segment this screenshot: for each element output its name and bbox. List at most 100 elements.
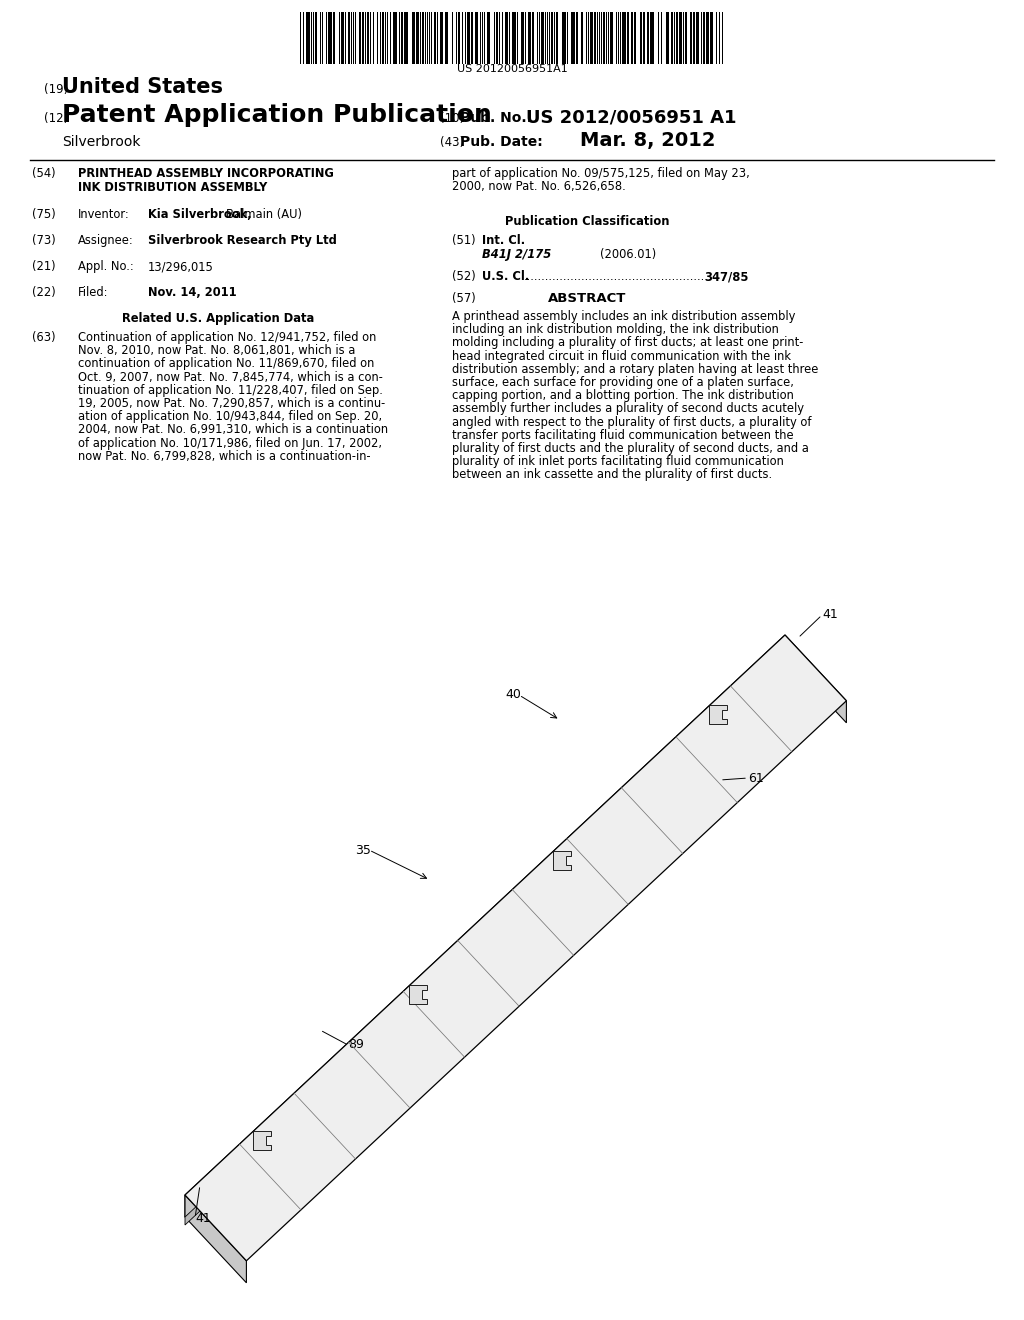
Text: ABSTRACT: ABSTRACT <box>548 292 627 305</box>
Bar <box>505 12 508 63</box>
Bar <box>467 12 470 63</box>
Text: Publication Classification: Publication Classification <box>505 215 670 228</box>
Bar <box>348 12 350 63</box>
Bar <box>622 12 626 63</box>
Bar <box>685 12 687 63</box>
Text: (12): (12) <box>44 112 69 125</box>
Bar <box>562 12 566 63</box>
Bar <box>359 12 361 63</box>
Bar <box>333 12 335 63</box>
Text: (54): (54) <box>32 168 55 180</box>
Text: 13/296,015: 13/296,015 <box>148 260 214 273</box>
Bar <box>440 12 443 63</box>
Bar <box>487 12 490 63</box>
Polygon shape <box>253 1131 271 1150</box>
Bar <box>532 12 534 63</box>
Text: Filed:: Filed: <box>78 286 109 300</box>
Text: 40: 40 <box>505 689 521 701</box>
Bar <box>416 12 419 63</box>
Text: 35: 35 <box>355 843 371 857</box>
Text: (57): (57) <box>452 292 476 305</box>
Text: Patent Application Publication: Patent Application Publication <box>62 103 492 127</box>
Text: angled with respect to the plurality of first ducts, a plurality of: angled with respect to the plurality of … <box>452 416 811 429</box>
Text: PRINTHEAD ASSEMBLY INCORPORATING: PRINTHEAD ASSEMBLY INCORPORATING <box>78 168 334 180</box>
Text: 41: 41 <box>195 1212 211 1225</box>
Text: distribution assembly; and a rotary platen having at least three: distribution assembly; and a rotary plat… <box>452 363 818 376</box>
Bar <box>590 12 593 63</box>
Text: (10): (10) <box>440 112 464 125</box>
Text: Assignee:: Assignee: <box>78 234 134 247</box>
Bar <box>696 12 699 63</box>
Bar <box>341 12 344 63</box>
Bar <box>445 12 449 63</box>
Text: Nov. 8, 2010, now Pat. No. 8,061,801, which is a: Nov. 8, 2010, now Pat. No. 8,061,801, wh… <box>78 345 355 358</box>
Text: Continuation of application No. 12/941,752, filed on: Continuation of application No. 12/941,7… <box>78 331 377 345</box>
Bar <box>512 12 516 63</box>
Text: Int. Cl.: Int. Cl. <box>482 234 525 247</box>
Text: transfer ports facilitating fluid communication between the: transfer ports facilitating fluid commun… <box>452 429 794 442</box>
Bar <box>650 12 654 63</box>
Text: molding including a plurality of first ducts; at least one print-: molding including a plurality of first d… <box>452 337 804 350</box>
Bar <box>422 12 424 63</box>
Bar <box>676 12 678 63</box>
Text: Oct. 9, 2007, now Pat. No. 7,845,774, which is a con-: Oct. 9, 2007, now Pat. No. 7,845,774, wh… <box>78 371 383 384</box>
Bar <box>496 12 498 63</box>
Text: Nov. 14, 2011: Nov. 14, 2011 <box>148 286 237 300</box>
Bar <box>528 12 531 63</box>
Text: part of application No. 09/575,125, filed on May 23,: part of application No. 09/575,125, file… <box>452 168 750 180</box>
Bar <box>706 12 709 63</box>
Text: (43): (43) <box>440 136 464 149</box>
Text: US 20120056951A1: US 20120056951A1 <box>457 63 567 74</box>
Bar <box>710 12 713 63</box>
Polygon shape <box>185 1195 247 1283</box>
Text: between an ink cassette and the plurality of first ducts.: between an ink cassette and the pluralit… <box>452 469 772 482</box>
Bar <box>666 12 669 63</box>
Bar <box>671 12 673 63</box>
Text: (22): (22) <box>32 286 55 300</box>
Text: Appl. No.:: Appl. No.: <box>78 260 134 273</box>
Bar <box>627 12 629 63</box>
Text: US 2012/0056951 A1: US 2012/0056951 A1 <box>526 108 736 125</box>
Bar <box>679 12 682 63</box>
Bar <box>315 12 317 63</box>
Polygon shape <box>709 705 727 725</box>
Text: ....................................................: ........................................… <box>524 271 713 282</box>
Text: (63): (63) <box>32 331 55 345</box>
Bar <box>393 12 397 63</box>
Bar <box>551 12 553 63</box>
Bar <box>362 12 364 63</box>
Text: surface, each surface for providing one of a platen surface,: surface, each surface for providing one … <box>452 376 794 389</box>
Polygon shape <box>553 851 571 870</box>
Bar <box>306 12 310 63</box>
Text: 41: 41 <box>822 609 838 622</box>
Text: Balmain (AU): Balmain (AU) <box>226 209 302 220</box>
Polygon shape <box>185 635 785 1217</box>
Bar <box>521 12 524 63</box>
Bar <box>367 12 369 63</box>
Bar <box>412 12 415 63</box>
Bar <box>571 12 575 63</box>
Bar <box>458 12 460 63</box>
Polygon shape <box>185 635 847 1261</box>
Bar <box>640 12 642 63</box>
Bar <box>401 12 403 63</box>
Bar <box>471 12 473 63</box>
Text: 2004, now Pat. No. 6,991,310, which is a continuation: 2004, now Pat. No. 6,991,310, which is a… <box>78 424 388 437</box>
Text: (21): (21) <box>32 260 55 273</box>
Text: (75): (75) <box>32 209 55 220</box>
Text: tinuation of application No. 11/228,407, filed on Sep.: tinuation of application No. 11/228,407,… <box>78 384 383 397</box>
Text: (51): (51) <box>452 234 475 247</box>
Bar <box>434 12 436 63</box>
Text: U.S. Cl.: U.S. Cl. <box>482 271 529 282</box>
Bar <box>693 12 695 63</box>
Bar <box>610 12 613 63</box>
Text: 2000, now Pat. No. 6,526,658.: 2000, now Pat. No. 6,526,658. <box>452 181 626 193</box>
Text: head integrated circuit in fluid communication with the ink: head integrated circuit in fluid communi… <box>452 350 791 363</box>
Text: United States: United States <box>62 77 223 96</box>
Text: capping portion, and a blotting portion. The ink distribution: capping portion, and a blotting portion.… <box>452 389 794 403</box>
Text: Silverbrook Research Pty Ltd: Silverbrook Research Pty Ltd <box>148 234 337 247</box>
Text: 61: 61 <box>748 771 764 784</box>
Bar <box>382 12 384 63</box>
Text: Mar. 8, 2012: Mar. 8, 2012 <box>580 131 716 150</box>
Text: plurality of first ducts and the plurality of second ducts, and a: plurality of first ducts and the plurali… <box>452 442 809 455</box>
